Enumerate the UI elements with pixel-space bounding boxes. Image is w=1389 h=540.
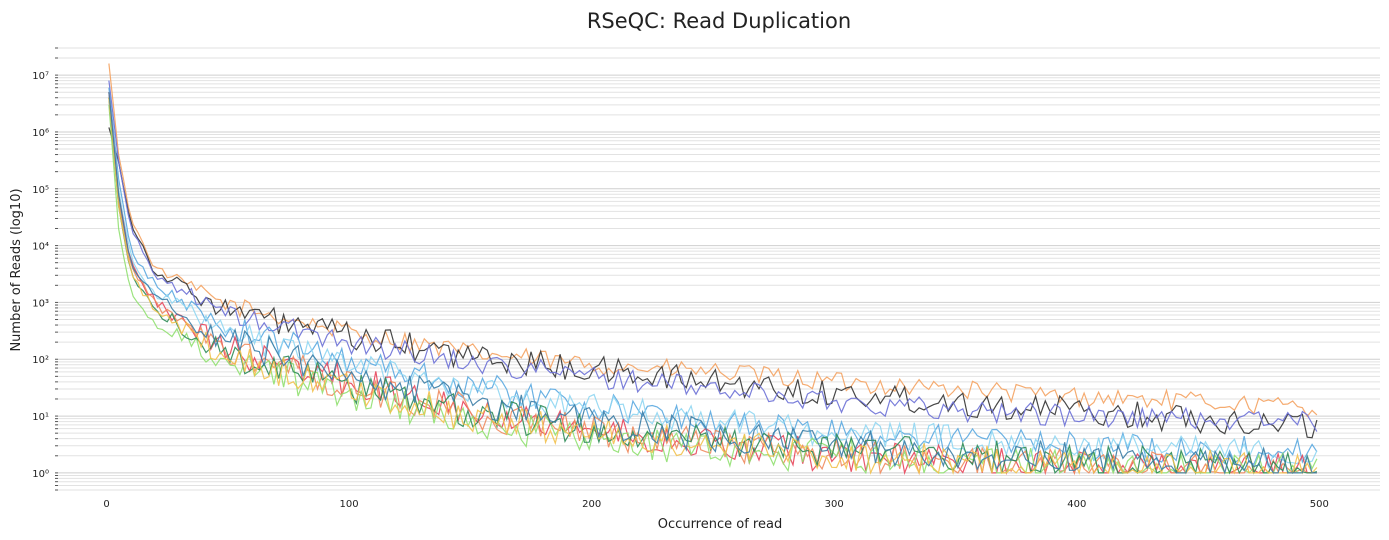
- x-tick-label: 0: [103, 499, 109, 510]
- y-tick-label: 10⁵: [32, 185, 49, 196]
- y-axis-label: Number of Reads (log10): [9, 188, 24, 351]
- x-tick-label: 100: [340, 499, 359, 510]
- series-line: [108, 92, 1318, 470]
- y-tick-label: 10¹: [32, 412, 49, 423]
- series-line: [108, 87, 1318, 466]
- x-axis-label: Occurrence of read: [658, 517, 782, 532]
- y-tick-label: 10²: [32, 355, 49, 366]
- axis-layer: 10⁰ 10¹ 10² 10³ 10⁴ 10⁵ 10⁶ 10⁷ 0 100 200 300 400 500: [32, 47, 1329, 510]
- series-layer: [108, 63, 1318, 476]
- series-line: [108, 92, 1317, 475]
- series-line: [108, 97, 1318, 475]
- series-line: [108, 104, 1318, 475]
- y-tick-label: 10⁰: [32, 469, 49, 480]
- series-line: [108, 127, 1318, 439]
- grid-layer: [58, 47, 1380, 491]
- x-tick-label: 500: [1310, 499, 1329, 510]
- series-line: [108, 80, 1318, 432]
- y-tick-label: 10³: [32, 298, 49, 309]
- y-tick-label: 10⁴: [32, 242, 49, 253]
- chart-title: RSeQC: Read Duplication: [587, 9, 851, 33]
- x-tick-label: 200: [582, 499, 601, 510]
- y-tick-label: 10⁷: [32, 71, 49, 82]
- series-line: [108, 63, 1318, 418]
- x-tick-label: 400: [1067, 499, 1086, 510]
- y-tick-label: 10⁶: [32, 128, 49, 139]
- x-tick-label: 300: [825, 499, 844, 510]
- series-line: [108, 97, 1318, 476]
